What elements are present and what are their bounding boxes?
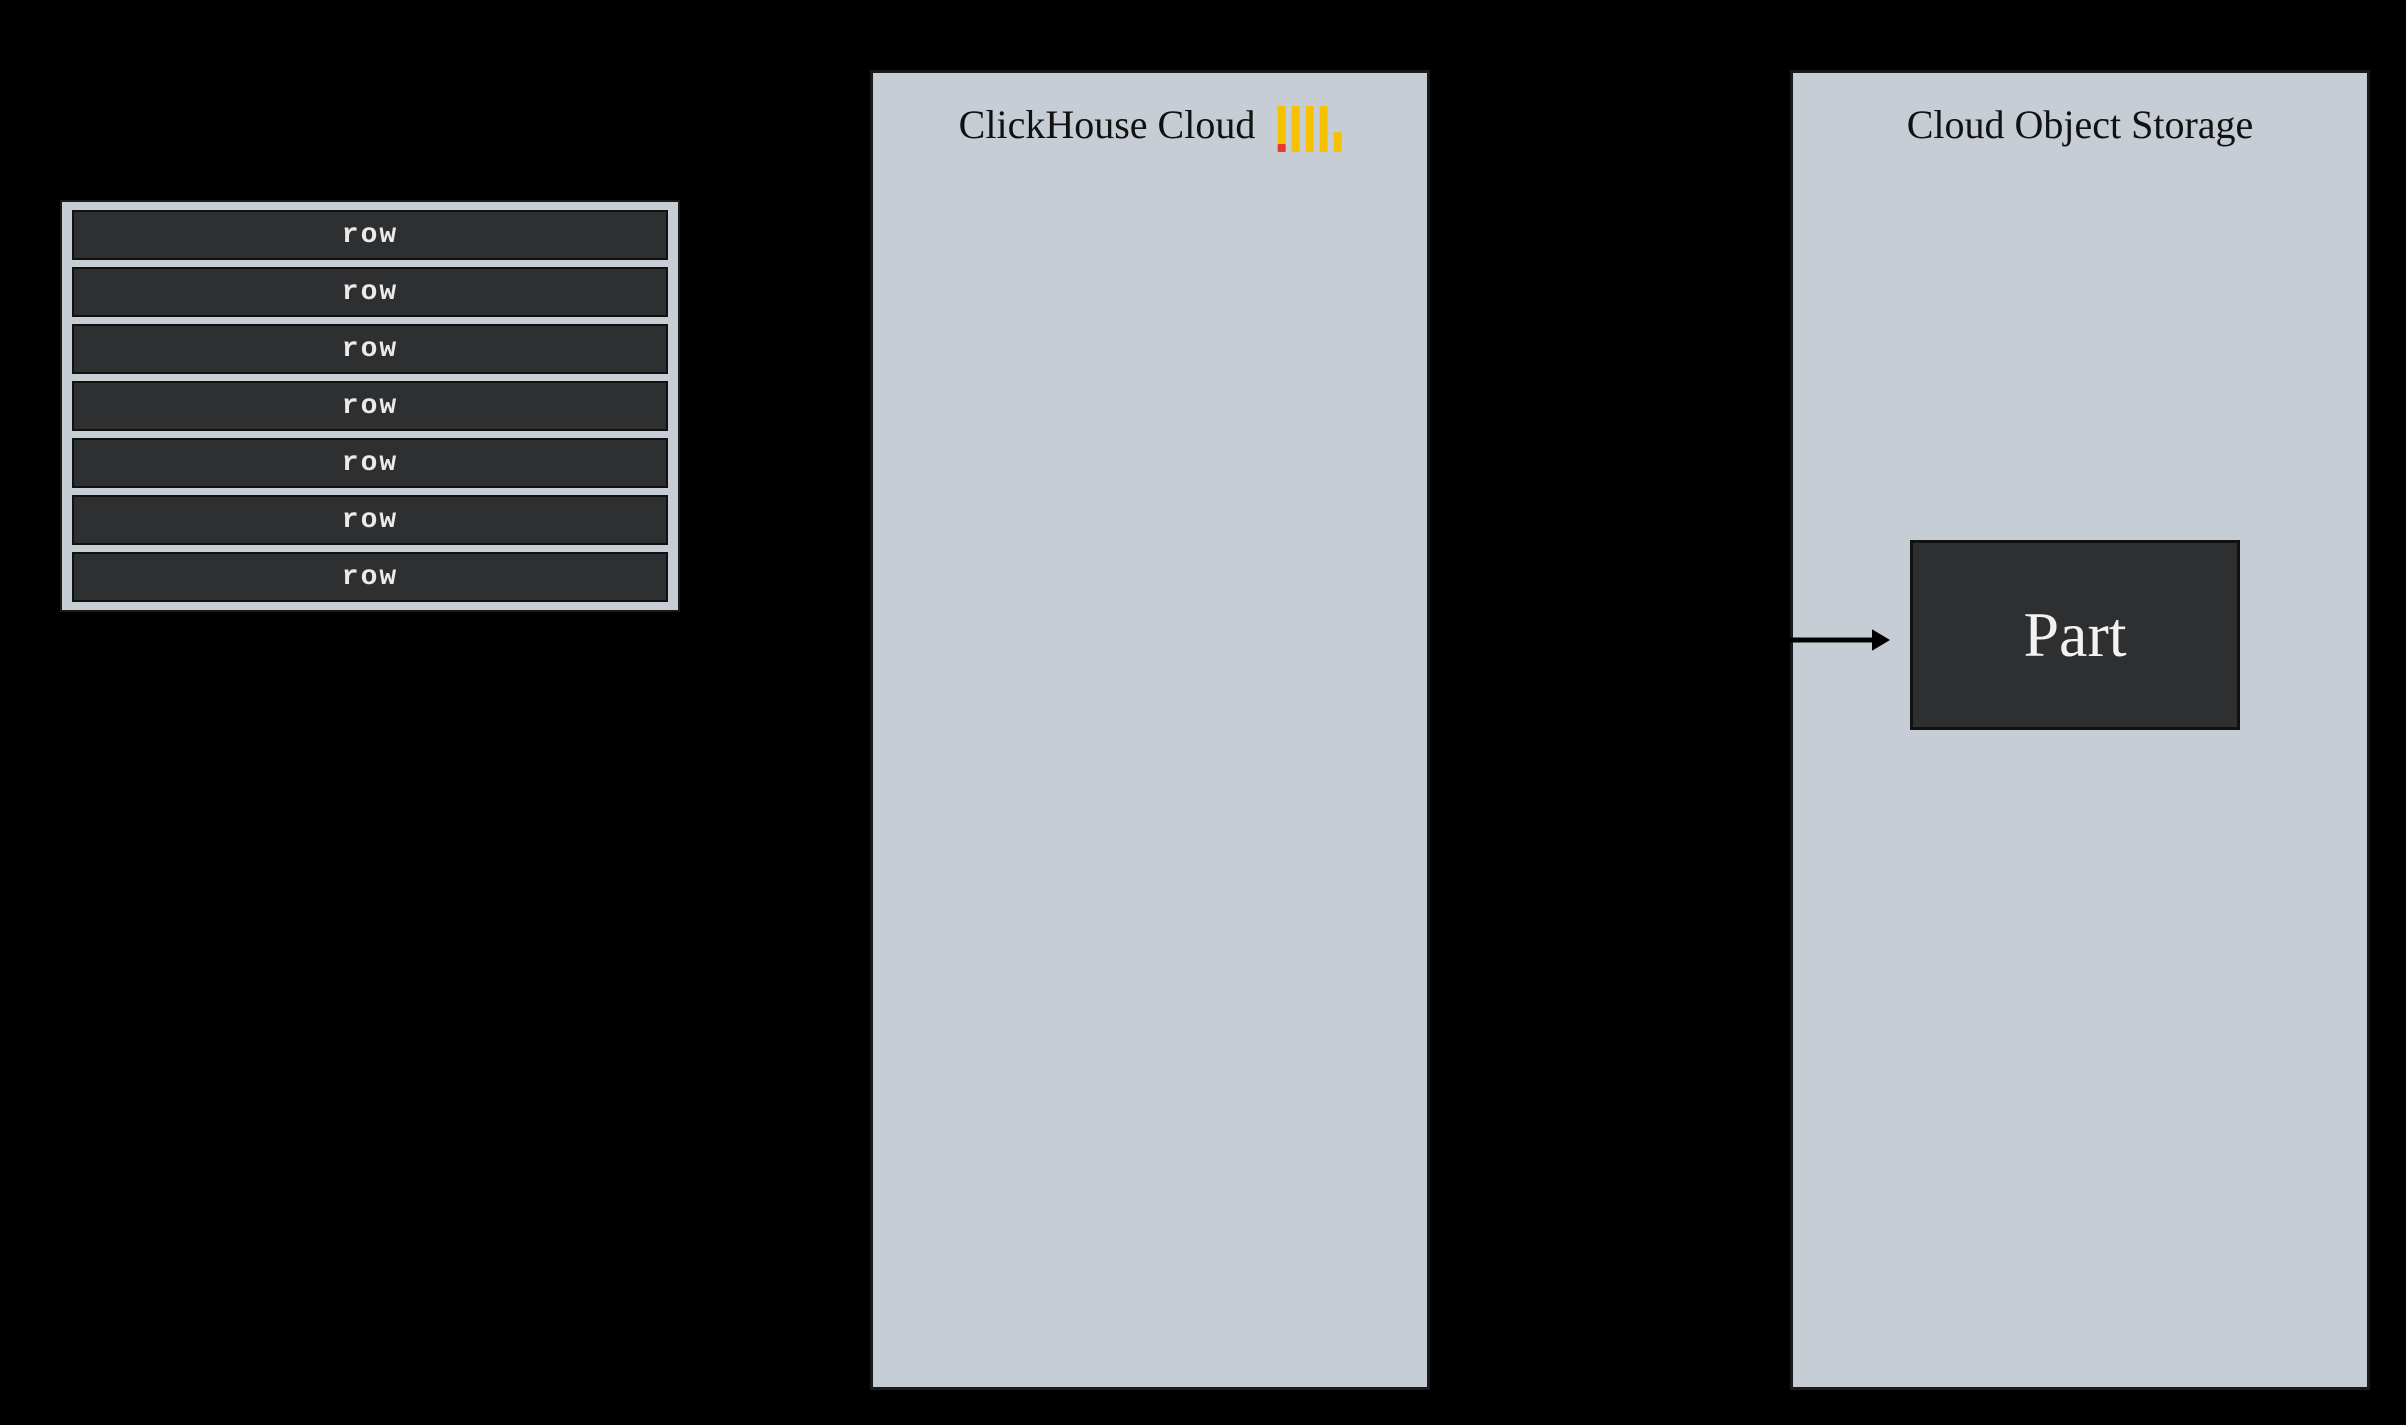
cloud-object-storage-panel: Cloud Object Storage bbox=[1790, 70, 2370, 1390]
table-row: row bbox=[72, 438, 668, 488]
table-row: row bbox=[72, 324, 668, 374]
arrow-to-part bbox=[1718, 622, 1908, 694]
diagram-stage: row row row row row row row ClickHouse Cloud C… bbox=[0, 0, 2406, 1425]
part-box-label: Part bbox=[2023, 598, 2126, 672]
clickhouse-cloud-panel: ClickHouse Cloud bbox=[870, 70, 1430, 1390]
clickhouse-cloud-title-text: ClickHouse Cloud bbox=[959, 102, 1256, 147]
part-box: Part bbox=[1910, 540, 2240, 730]
clickhouse-logo-icon bbox=[1277, 106, 1341, 152]
table-row: row bbox=[72, 267, 668, 317]
table-row: row bbox=[72, 495, 668, 545]
table-row: row bbox=[72, 552, 668, 602]
table-row: row bbox=[72, 210, 668, 260]
cloud-object-storage-title: Cloud Object Storage bbox=[1907, 101, 2254, 148]
table-row: row bbox=[72, 381, 668, 431]
rows-table: row row row row row row row bbox=[60, 200, 680, 612]
clickhouse-cloud-title: ClickHouse Cloud bbox=[959, 101, 1342, 152]
